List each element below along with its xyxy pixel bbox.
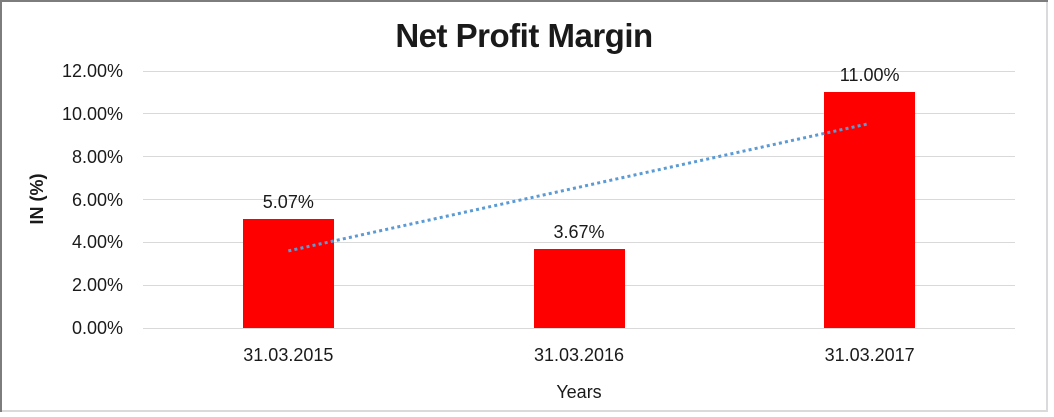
x-tick-label: 31.03.2017 bbox=[824, 345, 915, 365]
y-tick-label: 0.00% bbox=[71, 318, 123, 338]
gridline bbox=[143, 327, 1015, 329]
gridline bbox=[143, 241, 1015, 243]
bar-data-label: 3.67% bbox=[553, 222, 605, 243]
y-tick-label: 2.00% bbox=[71, 275, 123, 296]
x-axis-title: Years bbox=[556, 382, 602, 402]
bar-data-label: 11.00% bbox=[839, 65, 900, 86]
bar bbox=[242, 219, 334, 328]
y-tick-label: 4.00% bbox=[71, 232, 123, 253]
gridline bbox=[143, 113, 1015, 115]
y-tick-label: 12.00% bbox=[61, 61, 123, 81]
y-tick-label: 8.00% bbox=[71, 146, 123, 167]
gridline bbox=[143, 156, 1015, 158]
gridline bbox=[143, 70, 1015, 72]
y-tick-label: 6.00% bbox=[71, 189, 123, 210]
x-tick-label: 31.03.2016 bbox=[533, 345, 625, 365]
x-tick-label: 31.03.2015 bbox=[243, 345, 334, 365]
bar bbox=[533, 249, 625, 328]
bar bbox=[824, 92, 916, 328]
y-tick-label: 10.00% bbox=[61, 103, 123, 124]
plot-area bbox=[143, 70, 1015, 329]
bar-data-label: 5.07% bbox=[262, 192, 314, 213]
gridline bbox=[143, 199, 1015, 200]
chart-title: Net Profit Margin bbox=[395, 17, 653, 54]
